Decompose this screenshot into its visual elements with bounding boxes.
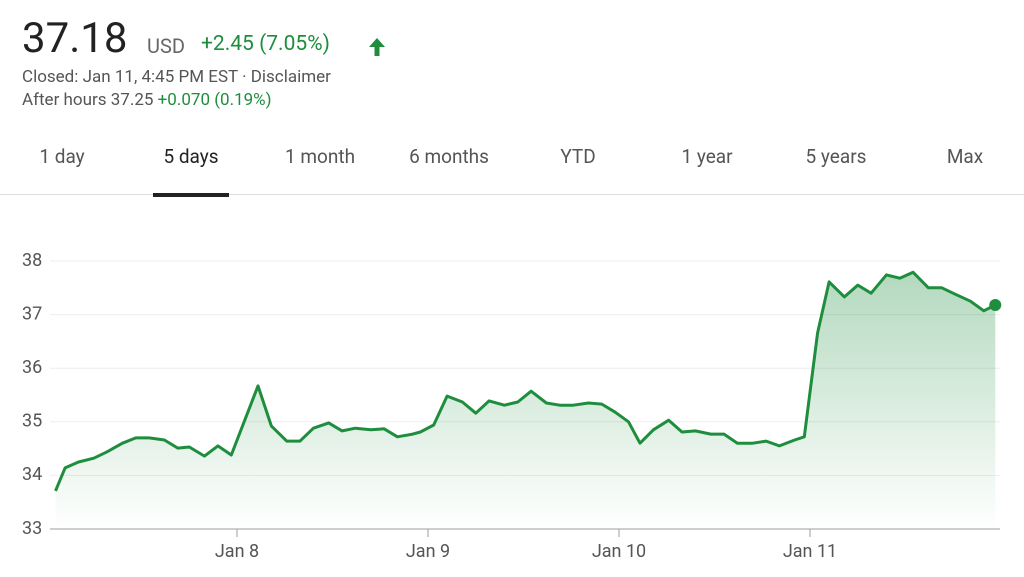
after-hours-change: +0.070 (0.19%): [157, 90, 272, 110]
x-tick-label: Jan 11: [783, 541, 837, 562]
range-tab[interactable]: 1 year: [681, 145, 733, 168]
after-hours-price: After hours 37.25: [22, 90, 154, 110]
currency: USD: [147, 34, 185, 58]
y-tick-label: 36: [22, 357, 42, 378]
price-line: [54, 270, 996, 492]
y-tick-label: 38: [22, 250, 42, 271]
y-tick-label: 34: [22, 464, 42, 485]
price-change: +2.45 (7.05%): [201, 32, 330, 56]
y-tick-label: 35: [22, 411, 42, 432]
divider: [0, 194, 1024, 195]
after-hours: After hours 37.25 +0.070 (0.19%): [22, 90, 272, 110]
range-tab[interactable]: YTD: [560, 145, 596, 168]
range-tab[interactable]: 1 day: [39, 145, 85, 168]
y-tick-label: 37: [22, 303, 42, 324]
range-tab[interactable]: 1 month: [284, 145, 356, 168]
range-tab[interactable]: 6 months: [409, 145, 489, 168]
range-tab[interactable]: 5 years: [805, 145, 867, 168]
x-tick-label: Jan 8: [215, 541, 259, 562]
range-tab[interactable]: 5 days: [163, 145, 219, 168]
y-tick-label: 33: [22, 518, 42, 539]
x-tick-label: Jan 9: [406, 541, 450, 562]
up-arrow: [369, 38, 385, 56]
price: 37.18: [22, 14, 128, 63]
area-fill: [55, 272, 996, 529]
last-point: [989, 298, 1002, 311]
market-status: Closed: Jan 11, 4:45 PM EST · Disclaimer: [22, 67, 331, 87]
range-tab[interactable]: Max: [946, 145, 984, 168]
x-tick-label: Jan 10: [592, 541, 646, 562]
active-tab-indicator: [153, 193, 229, 197]
